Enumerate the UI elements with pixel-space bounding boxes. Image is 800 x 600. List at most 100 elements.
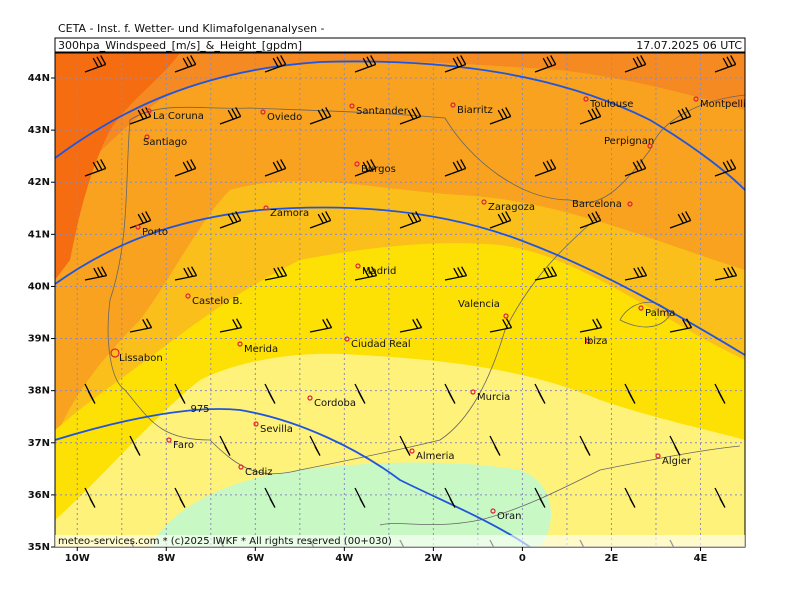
wind-barb: [534, 55, 557, 73]
wind-barb: [399, 107, 422, 125]
wind-barb: [84, 487, 96, 508]
wind-barb: [354, 55, 377, 73]
city-marker: [146, 108, 152, 114]
wind-barb: [84, 159, 107, 177]
city-marker: [470, 389, 476, 395]
axes: 44N 43N 42N 41N 40N 39N 38N 37N 36N 35N 10W 8W 6W 4W 2…: [28, 73, 708, 564]
wind-barb: [174, 487, 186, 508]
city-label: Santander: [356, 106, 409, 117]
lon-label: 2E: [605, 553, 619, 564]
city-marker: [490, 508, 496, 514]
header-title: CETA - Inst. f. Wetter- und Klimafolgena…: [58, 22, 325, 35]
city-label: Murcia: [477, 392, 510, 403]
wind-barb: [489, 318, 513, 333]
footer-bg: [55, 535, 745, 547]
header-subtitle: 300hpa_Windspeed_[m/s]_&_Height_[gpdm]: [58, 39, 302, 52]
wind-barb: [174, 55, 197, 73]
city-label: Valencia: [458, 299, 500, 310]
city-label: Zamora: [270, 208, 309, 219]
wind-barb: [489, 107, 512, 125]
wind-barb: [309, 211, 332, 229]
lat-label: 37N: [28, 438, 50, 449]
wind-barb: [84, 55, 107, 73]
wind-barb: [624, 383, 636, 404]
coastlines: [107, 94, 745, 526]
city-marker: [655, 453, 661, 459]
lon-label: 6W: [246, 553, 264, 564]
lat-label: 43N: [28, 125, 50, 136]
wind-barb: [444, 159, 467, 177]
grid: [55, 53, 745, 547]
city-marker: [166, 437, 172, 443]
wind-barb: [264, 487, 276, 508]
wind-barb: [579, 318, 603, 333]
wind-barb: [714, 55, 737, 73]
wind-barb: [309, 107, 332, 125]
city-marker: [693, 96, 699, 102]
wind-barb: [219, 318, 243, 333]
city-label: Palma: [645, 308, 675, 319]
wind-barb: [174, 383, 186, 404]
wind-barb: [714, 159, 737, 177]
lat-label: 40N: [28, 281, 50, 292]
lat-label: 39N: [28, 334, 50, 345]
wind-barb: [444, 487, 456, 508]
city-label: Oran: [497, 511, 521, 522]
wind-barb: [579, 107, 602, 125]
lat-label: 42N: [28, 177, 50, 188]
city-marker: [185, 293, 191, 299]
city-marker: [263, 205, 269, 211]
lat-label: 44N: [28, 73, 50, 84]
city-label: Almeria: [416, 451, 455, 462]
wind-barb: [714, 266, 738, 281]
wind-barb: [219, 435, 231, 456]
wind-barb: [669, 107, 692, 125]
wind-barb: [714, 487, 726, 508]
wind-barb: [399, 318, 423, 333]
map-area: La Coruna Oviedo Santander Biarritz Toulouse…: [55, 53, 757, 547]
city-label: Biarritz: [457, 105, 493, 116]
wind-barb: [129, 435, 141, 456]
city-marker: [354, 161, 360, 167]
band-darkest: [55, 53, 180, 280]
wind-barb: [534, 383, 546, 404]
wind-barb: [489, 211, 512, 229]
city-label: Porto: [142, 227, 168, 238]
city-label: Ciudad Real: [351, 339, 411, 350]
wind-barb: [354, 266, 378, 281]
city-label: Algier: [662, 456, 692, 467]
wind-barb: [219, 211, 242, 229]
city-label: Montpellier: [700, 99, 757, 110]
lat-label: 36N: [28, 490, 50, 501]
city-marker: [344, 336, 350, 342]
wind-barb: [354, 383, 366, 404]
wind-barb: [669, 318, 693, 333]
wind-barb: [174, 266, 198, 281]
wind-barb: [669, 435, 681, 456]
city-marker: [355, 263, 361, 269]
city-marker: [349, 103, 355, 109]
city-label: Barcelona: [572, 199, 622, 210]
wind-barbs: [84, 55, 738, 547]
wind-barb: [309, 435, 321, 456]
wind-barb: [129, 107, 152, 125]
wind-barb: [444, 383, 456, 404]
city-marker: [647, 143, 653, 149]
city-label: Cordoba: [314, 398, 356, 409]
wind-barb: [624, 266, 648, 281]
city-marker: [238, 464, 244, 470]
city-label: Santiago: [143, 137, 187, 148]
wind-barb: [444, 266, 468, 281]
wind-barb: [714, 383, 726, 404]
wind-barb: [354, 487, 366, 508]
city-label: Castelo B.: [192, 296, 243, 307]
city-marker: [409, 448, 415, 454]
city-marker: [110, 348, 120, 358]
city-label: Cadiz: [245, 467, 273, 478]
city-marker: [237, 341, 243, 347]
band-green: [150, 462, 552, 547]
lat-label: 41N: [28, 229, 50, 240]
city-marker: [307, 395, 313, 401]
wind-barb: [129, 211, 152, 229]
wind-barb: [264, 55, 287, 73]
